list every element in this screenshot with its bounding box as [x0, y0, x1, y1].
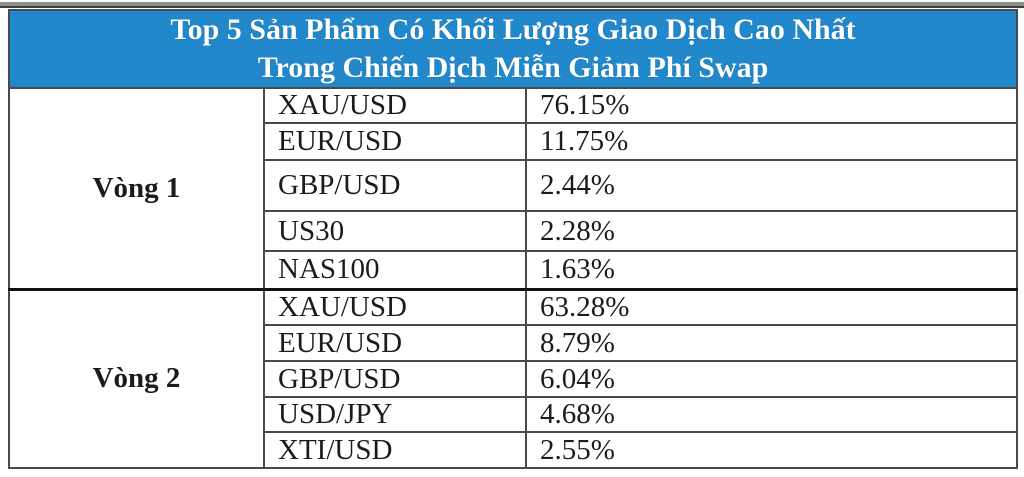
table-row: USD/JPY 4.68% [9, 396, 1019, 433]
volume-share: 76.15% [524, 87, 1019, 124]
cropped-top-border [0, 2, 1024, 8]
product-name: EUR/USD [263, 122, 527, 161]
volume-share: 2.55% [524, 431, 1019, 469]
round-label-vong-1: Vòng 1 [8, 87, 265, 290]
table-title-line-2: Trong Chiến Dịch Miễn Giảm Phí Swap [257, 51, 769, 84]
trading-volume-table: Top 5 Sản Phẩm Có Khối Lượng Giao Dịch C… [7, 9, 1019, 469]
product-name: XAU/USD [263, 287, 527, 326]
table-row: NAS100 1.63% [9, 250, 1019, 290]
volume-share: 11.75% [524, 122, 1019, 161]
volume-share: 8.79% [524, 324, 1019, 362]
product-name: NAS100 [263, 250, 527, 290]
table-row: EUR/USD 8.79% [9, 324, 1019, 362]
table-row: Vòng 1 XAU/USD 76.15% [8, 87, 1019, 290]
table-row: GBP/USD 2.44% [9, 159, 1019, 212]
product-name: USD/JPY [263, 396, 527, 433]
round-label-vong-2: Vòng 2 [8, 287, 265, 469]
table-title-cell: Top 5 Sản Phẩm Có Khối Lượng Giao Dịch C… [7, 9, 1019, 89]
product-name: GBP/USD [263, 360, 527, 398]
product-name: EUR/USD [263, 324, 527, 362]
table-row: US30 2.28% [9, 210, 1019, 252]
volume-share: 63.28% [524, 287, 1019, 326]
table-row: GBP/USD 6.04% [9, 360, 1019, 398]
table-row: XTI/USD 2.55% [9, 431, 1019, 469]
volume-share: 1.63% [524, 250, 1019, 290]
product-name: GBP/USD [263, 159, 527, 212]
section-vong-1: Vòng 1 XAU/USD 76.15% EUR/USD 11.75% GBP… [8, 87, 1019, 290]
table-row: Vòng 2 XAU/USD 63.28% [8, 287, 1019, 469]
volume-share: 2.28% [524, 210, 1019, 252]
volume-share: 6.04% [524, 360, 1019, 398]
product-name: US30 [263, 210, 527, 252]
product-name: XTI/USD [263, 431, 527, 469]
section-vong-2: Vòng 2 XAU/USD 63.28% EUR/USD 8.79% GBP/… [8, 287, 1019, 469]
table-title-line-1: Top 5 Sản Phẩm Có Khối Lượng Giao Dịch C… [170, 13, 856, 46]
product-name: XAU/USD [263, 87, 527, 124]
table-row: EUR/USD 11.75% [9, 122, 1019, 161]
volume-share: 2.44% [524, 159, 1019, 212]
volume-share: 4.68% [524, 396, 1019, 433]
table-header-section: Top 5 Sản Phẩm Có Khối Lượng Giao Dịch C… [7, 9, 1019, 89]
